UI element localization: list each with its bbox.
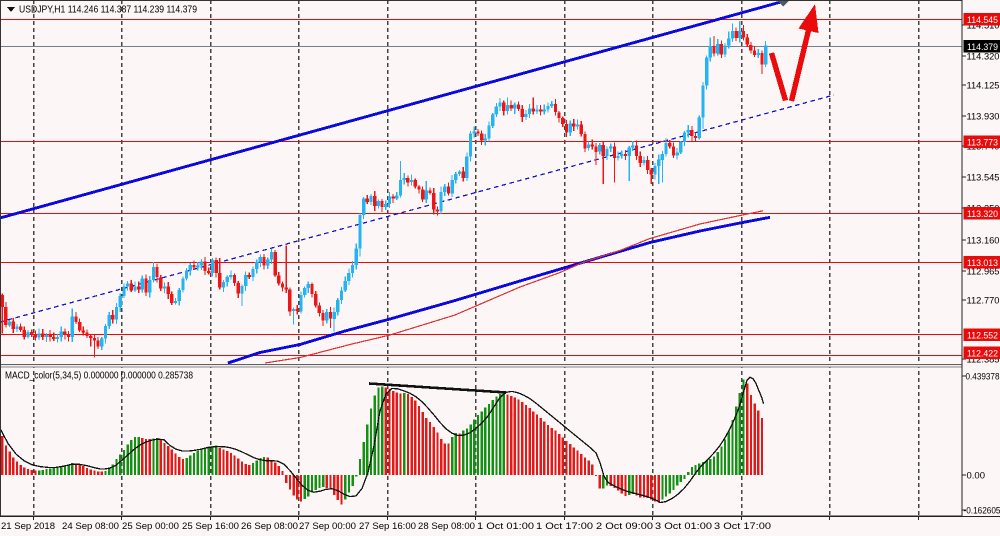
svg-text:27 Sep 00:00: 27 Sep 00:00 xyxy=(299,521,356,532)
svg-text:1 Oct 01:00: 1 Oct 01:00 xyxy=(477,521,534,532)
svg-text:112.552: 112.552 xyxy=(967,331,998,342)
svg-text:113.930: 113.930 xyxy=(967,112,1000,123)
svg-text:26 Sep 08:00: 26 Sep 08:00 xyxy=(241,521,298,532)
svg-text:114.545: 114.545 xyxy=(967,15,998,26)
svg-text:25 Sep 16:00: 25 Sep 16:00 xyxy=(182,521,239,532)
svg-text:USDJPY,H1 114.246 114.387 114: USDJPY,H1 114.246 114.387 114.239 114.37… xyxy=(19,4,197,16)
svg-text:MACD_color(5,34,5) 0.000000 0.: MACD_color(5,34,5) 0.000000 0.000000 0.2… xyxy=(5,371,193,382)
svg-text:112.965: 112.965 xyxy=(967,267,1000,278)
svg-text:3 Oct 17:00: 3 Oct 17:00 xyxy=(714,521,771,532)
svg-text:114.125: 114.125 xyxy=(967,81,1000,92)
svg-text:3 Oct 01:00: 3 Oct 01:00 xyxy=(655,521,712,532)
svg-text:0.00: 0.00 xyxy=(967,471,986,482)
svg-text:112.422: 112.422 xyxy=(967,348,998,359)
svg-text:113.160: 113.160 xyxy=(967,236,1000,247)
svg-text:113.773: 113.773 xyxy=(967,138,998,149)
svg-text:25 Sep 00:00: 25 Sep 00:00 xyxy=(122,521,179,532)
svg-text:27 Sep 16:00: 27 Sep 16:00 xyxy=(359,521,416,532)
svg-text:112.385: 112.385 xyxy=(967,355,1000,366)
svg-text:28 Sep 08:00: 28 Sep 08:00 xyxy=(418,521,475,532)
svg-text:2 Oct 09:00: 2 Oct 09:00 xyxy=(596,521,653,532)
svg-text:113.013: 113.013 xyxy=(967,258,998,269)
svg-text:114.510: 114.510 xyxy=(967,21,1000,32)
svg-text:0.439378: 0.439378 xyxy=(966,372,1000,383)
svg-text:21 Sep 2018: 21 Sep 2018 xyxy=(1,521,55,532)
svg-text:114.379: 114.379 xyxy=(967,42,998,53)
svg-text:1 Oct 17:00: 1 Oct 17:00 xyxy=(536,521,593,532)
svg-text:113.320: 113.320 xyxy=(967,209,998,220)
svg-text:113.545: 113.545 xyxy=(967,173,1000,184)
svg-text:-0.162605: -0.162605 xyxy=(964,506,1000,517)
svg-text:114.320: 114.320 xyxy=(967,52,1000,63)
svg-text:24 Sep 08:00: 24 Sep 08:00 xyxy=(62,521,119,532)
svg-text:112.770: 112.770 xyxy=(967,296,1000,307)
